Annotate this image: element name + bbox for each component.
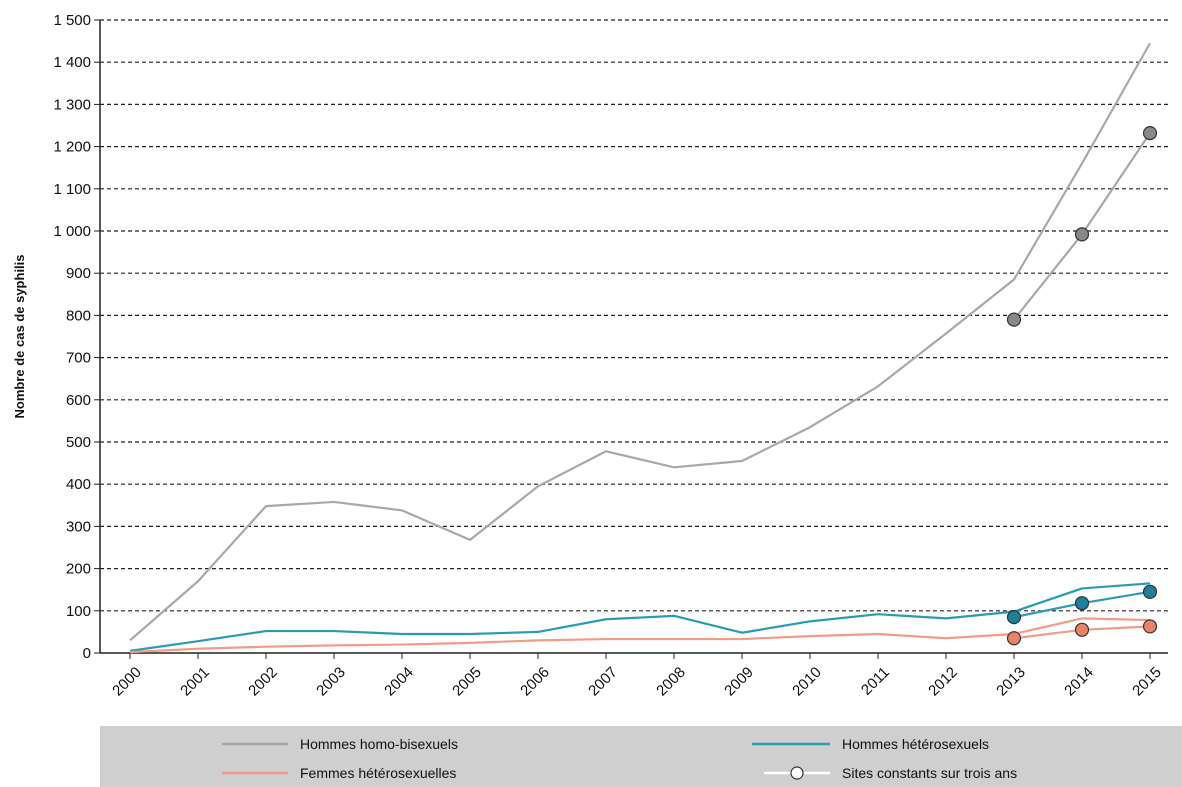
x-tick-label: 2013 (993, 664, 1029, 700)
y-tick-label: 0 (83, 645, 91, 662)
constant-sites-marker (1006, 610, 1022, 625)
legend-label: Hommes hétérosexuels (842, 736, 989, 752)
constant-sites-marker (1074, 596, 1090, 611)
y-tick-label: 700 (66, 350, 91, 367)
gridlines (100, 19, 1168, 612)
y-tick-label: 1 200 (53, 139, 91, 156)
legend-label: Femmes hétérosexuelles (300, 765, 456, 781)
x-tick-label: 2014 (1061, 664, 1097, 700)
y-tick-label: 1 400 (53, 54, 91, 71)
x-tick-label: 2007 (585, 664, 621, 700)
x-tick-label: 2003 (313, 664, 349, 700)
x-tick-label: 2008 (653, 664, 689, 700)
x-tick-label: 2012 (925, 664, 961, 700)
y-tick-label: 1 300 (53, 96, 91, 113)
constant-sites-marker (1006, 312, 1022, 327)
constant-sites-marker (1074, 622, 1090, 637)
x-tick-label: 2004 (381, 664, 417, 700)
constant-sites-marker (1142, 619, 1158, 634)
y-axis-ticks: 0 100 200 300 400 500 600 700 800 900 1 000 1 100 1 … (53, 12, 100, 662)
constant-sites-line-0 (1013, 132, 1151, 321)
y-tick-label: 500 (66, 434, 91, 451)
legend-background (100, 726, 1182, 787)
constant-sites-marker (1006, 631, 1022, 646)
series-line-1 (129, 582, 1151, 652)
y-tick-label: 1 500 (53, 12, 91, 29)
y-axis-title: Nombre de cas de syphilis (12, 254, 27, 418)
x-tick-label: 2001 (177, 664, 213, 700)
y-tick-label: 900 (66, 265, 91, 282)
legend-marker (790, 766, 804, 780)
y-tick-label: 100 (66, 603, 91, 620)
series-markers (1006, 125, 1158, 646)
y-tick-label: 800 (66, 307, 91, 324)
x-tick-label: 2006 (517, 664, 553, 700)
legend-label: Hommes homo-bisexuels (300, 736, 458, 752)
y-tick-label: 300 (66, 518, 91, 535)
y-tick-label: 400 (66, 476, 91, 493)
x-tick-label: 2015 (1129, 664, 1165, 700)
y-tick-label: 1 000 (53, 223, 91, 240)
series-line-2 (129, 617, 1151, 654)
constant-sites-marker (1074, 227, 1090, 242)
y-tick-label: 600 (66, 392, 91, 409)
x-axis-ticks: 2000 2001 2002 2003 2004 2005 2006 2007 2008 2009… (109, 653, 1165, 699)
x-tick-label: 2010 (789, 664, 825, 700)
x-tick-label: 2002 (245, 664, 281, 700)
x-tick-label: 2011 (858, 664, 893, 699)
constant-sites-marker (1142, 584, 1158, 599)
x-tick-label: 2005 (449, 664, 485, 700)
x-tick-label: 2009 (721, 664, 757, 700)
legend-label: Sites constants sur trois ans (842, 765, 1017, 781)
legend: Hommes homo-bisexuels Hommes hétérosexuel… (100, 726, 1182, 787)
y-tick-label: 1 100 (53, 181, 91, 198)
x-tick-label: 2000 (109, 664, 145, 700)
constant-sites-marker (1142, 125, 1158, 141)
series-line-0 (129, 42, 1151, 642)
series-lines (129, 42, 1151, 654)
y-tick-label: 200 (66, 561, 91, 578)
